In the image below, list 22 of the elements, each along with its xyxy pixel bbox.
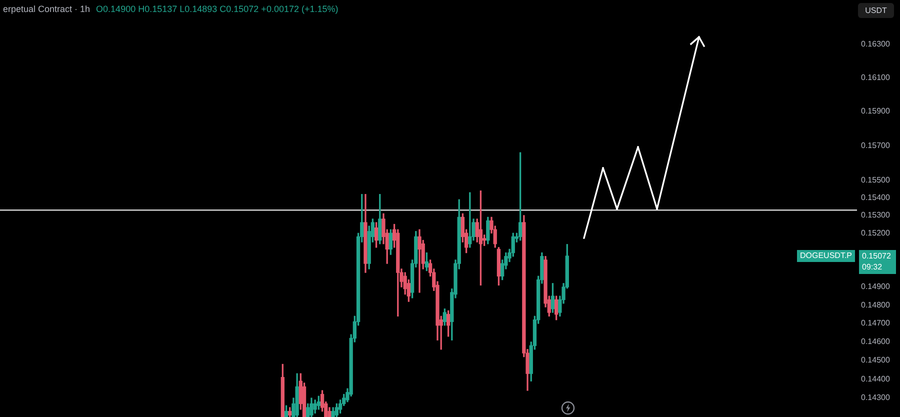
y-axis-title: USDT	[858, 3, 894, 18]
y-tick-label: 0.15400	[861, 193, 890, 202]
y-tick-label: 0.14300	[861, 393, 890, 402]
y-tick-label: 0.14500	[861, 356, 890, 365]
chart-title: erpetual Contract · 1h	[3, 4, 90, 14]
annotation: DOGEUSDT.P	[800, 251, 852, 260]
text: 0.15072	[862, 252, 892, 261]
y-tick-label: 0.15700	[861, 140, 890, 150]
y-tick-label: 0.16300	[861, 40, 890, 49]
y-tick-label: 0.15200	[861, 228, 890, 238]
y-tick-label: 0.14600	[861, 337, 890, 346]
y-tick-label: 0.14700	[861, 318, 890, 328]
y-tick-label: 0.16100	[861, 72, 890, 82]
y-tick-label: 0.14900	[861, 282, 890, 292]
y-tick-label: 0.15500	[861, 176, 890, 185]
y-tick-label: 0.15300	[861, 210, 890, 220]
text: 09:32	[862, 262, 883, 272]
y-tick-label: 0.14800	[861, 300, 890, 310]
chart-subtitle: O0.14900 H0.15137 L0.14893 C0.15072 +0.00172 (+1.15%)	[96, 4, 338, 14]
y-tick-label: 0.14400	[861, 374, 890, 384]
candlestick	[418, 229, 422, 293]
y-tick-label: 0.15900	[861, 106, 890, 116]
